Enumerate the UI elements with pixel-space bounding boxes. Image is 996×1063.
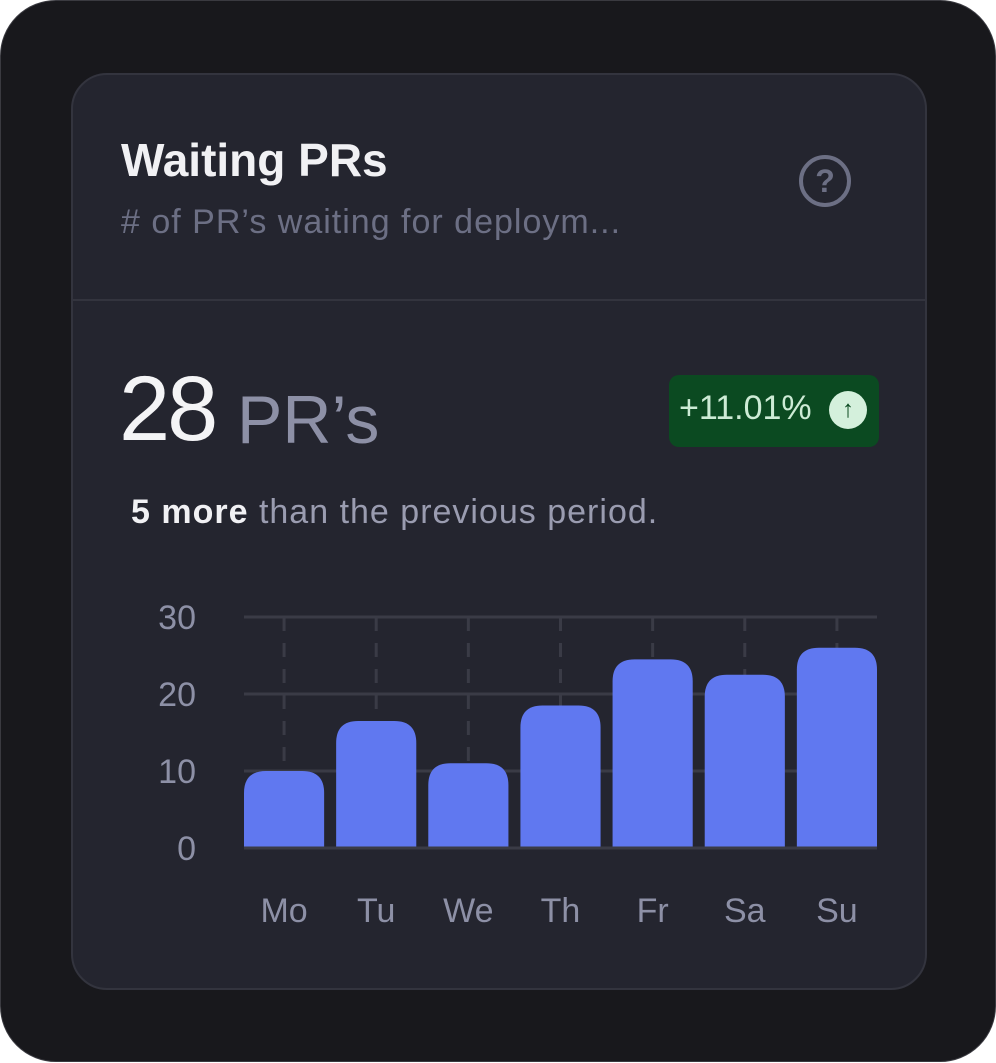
x-tick-label: Th [541, 892, 581, 930]
bar-we [428, 763, 509, 848]
x-tick-label: Fr [637, 892, 669, 930]
divider [73, 299, 925, 301]
change-badge: +11.01% ↑ [669, 375, 879, 447]
x-tick-label: Su [816, 892, 858, 930]
y-tick-label: 30 [158, 599, 196, 637]
bar-mo [244, 771, 325, 848]
x-tick-label: Mo [260, 892, 307, 930]
y-tick-label: 0 [177, 830, 196, 868]
y-tick-label: 10 [158, 753, 196, 791]
card-subtitle: # of PR’s waiting for deploym... [121, 203, 622, 241]
bar-th [520, 705, 601, 848]
bar-sa [704, 674, 785, 848]
x-tick-label: Sa [724, 892, 766, 930]
bar-su [796, 647, 877, 848]
bar-fr [612, 659, 693, 848]
metric-unit: PR’s [237, 382, 380, 458]
x-tick-label: Tu [357, 892, 395, 930]
metric-value: 28 [119, 358, 218, 460]
y-tick-label: 20 [158, 676, 196, 714]
change-value: +11.01% [679, 389, 812, 427]
note-strong: 5 more [131, 493, 249, 531]
note-rest: than the previous period. [258, 493, 659, 531]
comparison-note: 5 more than the previous period. [131, 493, 658, 532]
x-tick-label: We [443, 892, 493, 930]
question-circle-icon[interactable]: ? [799, 155, 851, 207]
bar-tu [336, 720, 417, 848]
card-title: Waiting PRs [121, 134, 388, 186]
arrow-up-icon: ↑ [829, 391, 867, 429]
